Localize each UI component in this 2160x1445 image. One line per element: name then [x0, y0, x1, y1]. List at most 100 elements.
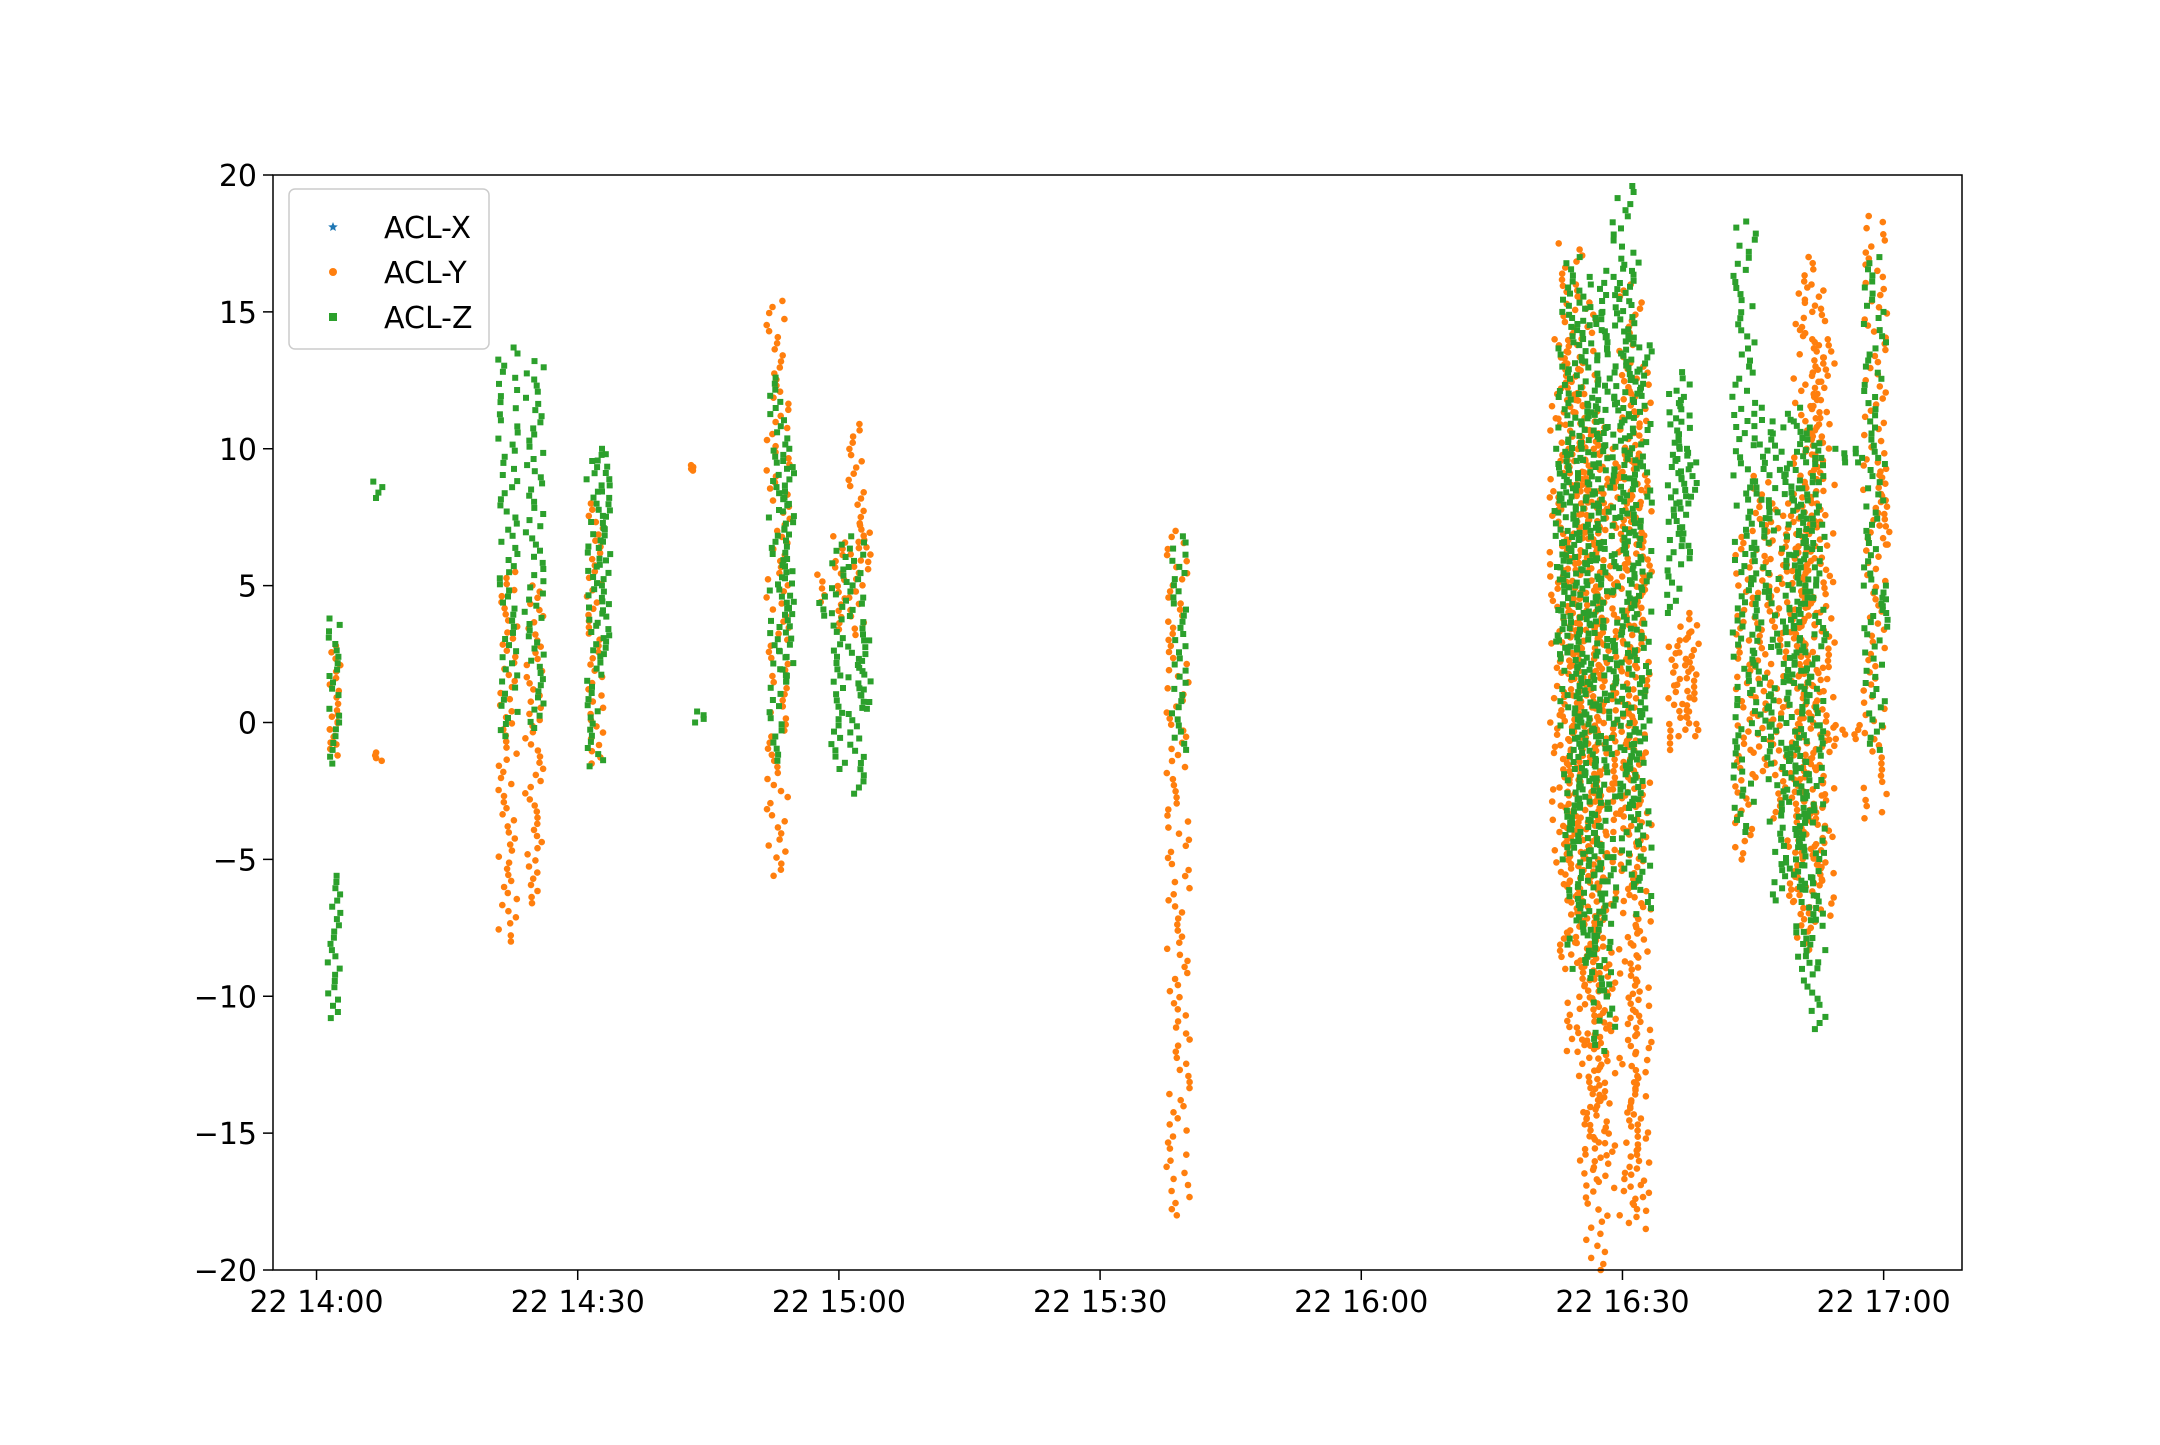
data-point: [763, 321, 770, 329]
data-point: [1602, 406, 1609, 413]
data-point: [1592, 314, 1599, 321]
data-point: [1860, 784, 1868, 792]
data-point: [1745, 514, 1752, 521]
data-point: [1790, 375, 1797, 382]
data-point: [816, 600, 823, 606]
data-point: [860, 507, 867, 515]
data-point: [539, 765, 547, 773]
data-point: [860, 778, 867, 785]
data-point: [1830, 894, 1837, 901]
data-point: [830, 647, 837, 654]
data-point: [1747, 508, 1754, 515]
data-point: [1798, 783, 1805, 790]
data-point: [1553, 664, 1561, 672]
data-point: [837, 672, 844, 679]
data-point: [1865, 656, 1872, 664]
data-point: [540, 566, 547, 572]
data-point: [1619, 508, 1626, 514]
data-point: [1779, 512, 1787, 520]
data-point: [1872, 412, 1879, 419]
data-point: [1860, 321, 1867, 327]
data-point: [1613, 749, 1621, 757]
data-point: [1884, 616, 1891, 623]
data-point: [1627, 1105, 1634, 1112]
data-point: [1629, 753, 1636, 760]
data-point: [1780, 842, 1787, 849]
data-point: [1782, 479, 1789, 485]
data-point: [1594, 593, 1601, 600]
data-point: [1754, 589, 1762, 597]
data-point: [856, 427, 863, 434]
data-point: [1624, 538, 1631, 545]
data-point: [1867, 681, 1875, 688]
data-point: [1641, 620, 1648, 627]
data-point: [1794, 503, 1801, 510]
data-point: [1796, 838, 1802, 845]
data-point: [1597, 605, 1604, 612]
data-point: [1815, 503, 1822, 510]
data-point: [833, 628, 840, 635]
data-point: [1775, 697, 1783, 705]
data-point: [765, 842, 772, 849]
data-point: [1607, 872, 1614, 879]
data-point: [1594, 640, 1601, 647]
data-point: [1609, 1148, 1616, 1155]
legend-marker-acl-x: [328, 222, 338, 231]
data-point: [1597, 963, 1603, 970]
data-point: [1820, 698, 1827, 704]
data-point: [1638, 299, 1645, 306]
data-point: [1621, 747, 1628, 753]
data-point: [532, 541, 539, 548]
data-point: [527, 718, 534, 725]
data-point: [1628, 580, 1635, 587]
data-point: [1573, 1024, 1581, 1031]
data-point: [1636, 823, 1643, 830]
data-point: [1572, 487, 1579, 494]
data-point: [1807, 917, 1814, 924]
data-point: [1865, 540, 1872, 546]
data-point: [1628, 302, 1635, 308]
data-point: [1174, 1042, 1182, 1049]
data-point: [1176, 939, 1183, 946]
data-point: [1574, 895, 1581, 902]
data-point: [1624, 1036, 1632, 1044]
data-point: [1610, 828, 1617, 836]
data-point: [1629, 314, 1636, 321]
data-point: [842, 554, 849, 560]
data-point: [1637, 517, 1644, 524]
data-point: [1645, 669, 1652, 676]
data-point: [1604, 1057, 1611, 1065]
data-point: [1740, 734, 1747, 741]
data-point: [1563, 260, 1570, 267]
data-point: [1737, 810, 1744, 817]
data-point: [325, 990, 332, 997]
data-point: [1644, 556, 1651, 563]
data-point: [329, 903, 336, 910]
data-point: [1860, 699, 1868, 706]
data-point: [598, 482, 605, 489]
data-point: [539, 590, 546, 597]
data-point: [1618, 350, 1625, 357]
data-point: [1601, 328, 1608, 335]
data-point: [863, 544, 870, 551]
data-point: [1820, 354, 1828, 361]
data-point: [1751, 539, 1758, 546]
data-point: [1626, 805, 1633, 811]
data-point: [594, 488, 601, 495]
data-point: [1635, 1157, 1643, 1165]
data-point: [845, 674, 852, 681]
data-point: [1594, 520, 1601, 527]
data-point: [1628, 704, 1635, 711]
data-point: [592, 518, 600, 526]
data-point: [1596, 436, 1603, 443]
data-point: [1596, 1017, 1603, 1024]
data-point: [1678, 543, 1685, 550]
data-point: [1591, 1035, 1598, 1042]
data-point: [1756, 441, 1763, 448]
data-point: [1875, 553, 1882, 560]
data-point: [1591, 611, 1598, 618]
data-point: [1769, 418, 1776, 425]
data-point: [1748, 825, 1756, 833]
data-point: [1594, 405, 1601, 412]
data-point: [1861, 381, 1868, 388]
